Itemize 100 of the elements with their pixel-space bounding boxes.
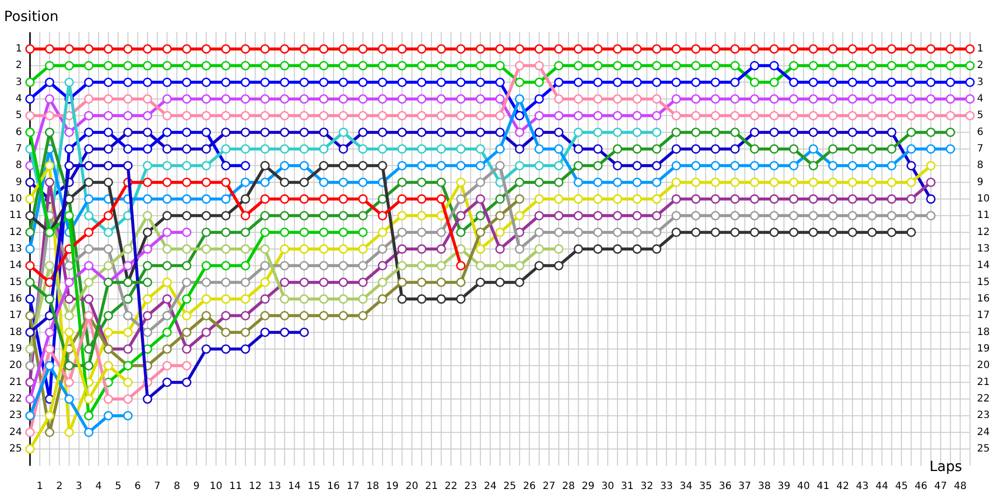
point [436,228,446,238]
point [750,160,760,170]
point [476,278,486,288]
point [495,44,505,54]
y2-tick-label: 18 [977,326,990,338]
point [789,128,798,138]
point [789,110,798,120]
point [104,110,114,120]
point [25,260,35,270]
point [886,210,896,220]
point [162,44,172,54]
point [299,228,309,238]
point [44,178,54,188]
point [828,194,838,204]
point [299,144,309,154]
point [789,210,798,220]
point [123,244,133,254]
point [926,194,936,204]
point [299,210,309,220]
point [162,94,172,104]
point [358,260,368,270]
point [280,260,290,270]
point [378,78,388,88]
point [848,194,858,204]
point [44,44,54,54]
x-tick-label: 32 [640,481,654,492]
point [926,144,936,154]
point [886,228,896,238]
point [593,210,603,220]
point [789,44,798,54]
y-tick-label: 17 [9,310,22,322]
point [769,110,779,120]
point [906,178,916,188]
point [476,94,486,104]
point [867,94,877,104]
point [886,110,896,120]
point [338,60,348,70]
point [280,178,290,188]
point [652,78,662,88]
point [397,260,407,270]
point [965,44,975,54]
point [514,94,524,104]
point [476,194,486,204]
point [299,178,309,188]
point [632,128,642,138]
point [338,278,348,288]
point [104,260,114,270]
y-tick-label: 25 [9,444,22,455]
point [495,210,505,220]
point [319,60,328,70]
point [808,44,818,54]
point [750,110,760,120]
point [84,278,94,288]
point [710,44,720,54]
y2-tick-label: 20 [977,360,990,372]
x-tick-label: 42 [836,481,850,492]
point [534,194,544,204]
point [260,60,270,70]
point [476,244,486,254]
point [338,178,348,188]
point [730,44,740,54]
x-tick-label: 22 [444,481,458,492]
point [182,294,192,304]
point [221,194,231,204]
point [142,178,152,188]
point [456,160,466,170]
point [240,60,250,70]
x-tick-label: 5 [114,481,122,492]
point [436,94,446,104]
point [104,210,114,220]
y-tick-label: 21 [9,376,22,388]
point [182,228,192,238]
point [632,94,642,104]
point [632,60,642,70]
point [691,160,701,170]
point [182,178,192,188]
point [319,228,328,238]
point [867,128,877,138]
point [769,210,779,220]
point [906,160,916,170]
point [182,144,192,154]
point [828,178,838,188]
point [848,178,858,188]
point [64,360,74,370]
point [886,194,896,204]
point [416,294,426,304]
point [632,144,642,154]
point [84,78,94,88]
point [416,128,426,138]
point [240,210,250,220]
point [84,160,94,170]
point [142,260,152,270]
point [397,210,407,220]
point [514,244,524,254]
point [495,228,505,238]
point [514,178,524,188]
point [25,294,35,304]
point [299,110,309,120]
point [162,344,172,354]
point [867,110,877,120]
